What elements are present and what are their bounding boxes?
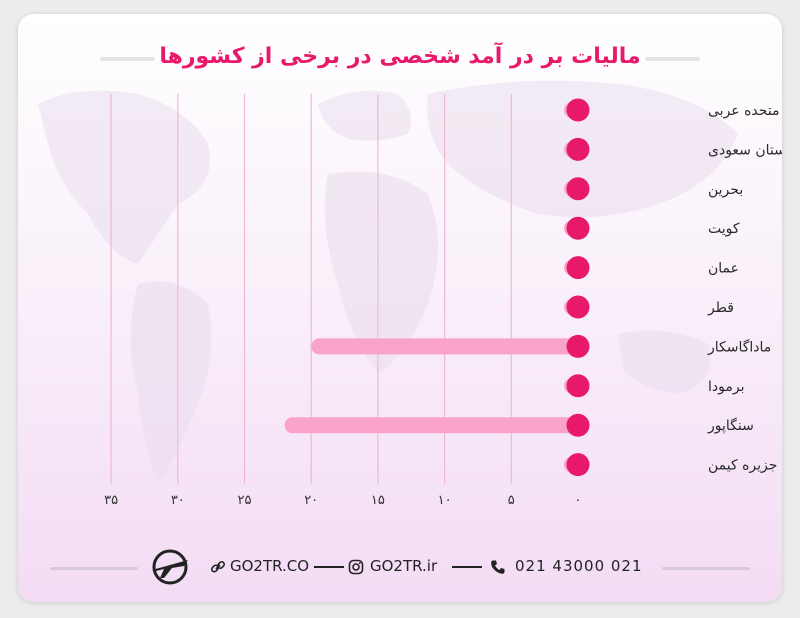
- bar-end-marker: [566, 137, 590, 161]
- category-label: برمودا: [708, 379, 744, 395]
- bar-end-marker: [566, 256, 590, 280]
- x-tick-label: ۰: [575, 493, 582, 508]
- footer: GO2TR.CO GO2TR.ir 021 43000 021: [18, 549, 782, 585]
- footer-decor-line-right: [662, 567, 750, 570]
- category-label: عمان: [708, 261, 739, 277]
- category-label: عربستان سعودی: [708, 142, 782, 158]
- bar-end-marker: [566, 453, 590, 477]
- title-decor-line-right: [645, 57, 700, 61]
- category-label: سنگاپور: [707, 417, 754, 434]
- title-bar: مالیات بر در آمد شخصی در برخی از کشورها: [18, 44, 782, 74]
- category-label: قطر: [707, 300, 734, 316]
- go2tr-plane-logo: [152, 549, 188, 585]
- category-label: امارات متحده عربی: [708, 103, 782, 119]
- instagram-icon: [348, 559, 364, 575]
- category-label: جزیره کیمن: [708, 458, 777, 474]
- bar-end-marker: [566, 98, 590, 122]
- chart-title: مالیات بر در آمد شخصی در برخی از کشورها: [159, 44, 641, 69]
- category-label: بحرین: [708, 182, 743, 198]
- x-tick-label: ۵: [508, 493, 515, 508]
- category-label: ماداگاسکار: [707, 338, 771, 355]
- infographic-card: مالیات بر در آمد شخصی در برخی از کشورها …: [18, 14, 782, 602]
- x-tick-label: ۲۰: [304, 493, 318, 508]
- x-tick-label: ۲۵: [238, 493, 252, 508]
- bar: [311, 338, 580, 355]
- x-tick-label: ۳۰: [171, 493, 185, 508]
- footer-separator: [452, 566, 482, 568]
- phone-icon: [491, 560, 505, 574]
- footer-phone[interactable]: 021 43000 021: [515, 557, 643, 575]
- x-tick-label: ۱۰: [438, 493, 452, 508]
- bar-end-marker: [566, 216, 590, 240]
- x-tick-label: ۱۵: [371, 493, 385, 508]
- x-tick-label: ۳۵: [104, 493, 118, 508]
- bar-end-marker: [566, 295, 590, 319]
- footer-website[interactable]: GO2TR.CO: [230, 557, 310, 575]
- category-label: کویت: [708, 221, 740, 237]
- bar: [284, 417, 580, 434]
- bar-end-marker: [566, 334, 590, 358]
- footer-decor-line-left: [50, 567, 138, 570]
- footer-separator: [314, 566, 344, 568]
- bar-end-marker: [566, 177, 590, 201]
- link-icon: [210, 560, 226, 573]
- footer-instagram[interactable]: GO2TR.ir: [370, 557, 438, 575]
- world-map-background: [38, 80, 738, 484]
- title-decor-line-left: [100, 57, 155, 61]
- bar-end-marker: [566, 374, 590, 398]
- bar-chart: ۰ ۵ ۱۰ ۱۵ ۲۰ ۲۵ ۳۰ ۳۵ امارات متحده عربی عربستان س…: [104, 94, 782, 508]
- bar-end-marker: [566, 413, 590, 437]
